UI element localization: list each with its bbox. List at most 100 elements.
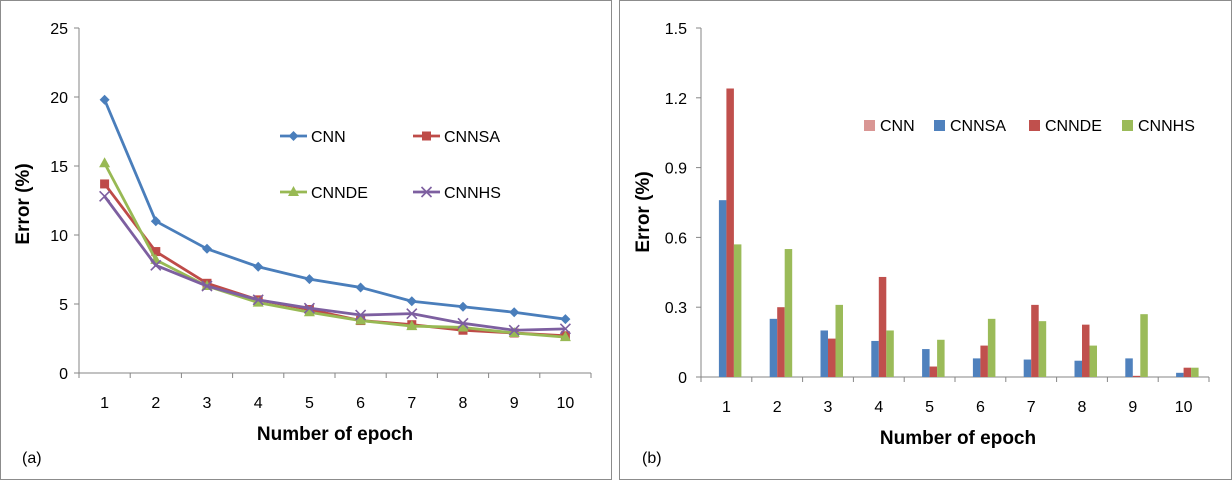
bar (1089, 345, 1097, 377)
y-tick-label: 5 (59, 297, 68, 314)
legend-label: CNNDE (1045, 118, 1102, 135)
bar (777, 307, 785, 377)
legend-marker (288, 186, 299, 196)
data-point (151, 247, 161, 257)
data-point (150, 259, 162, 271)
chart-frame (0, 0, 612, 480)
x-tick-label: 5 (305, 395, 314, 412)
legend-item: CNNHS (1122, 118, 1195, 135)
y-tick-label: 0.3 (665, 300, 687, 317)
legend-label: CNN (311, 129, 346, 146)
y-tick-label: 20 (50, 90, 68, 107)
data-point (252, 294, 264, 306)
y-tick-label: 0 (678, 370, 687, 387)
bar (980, 345, 988, 377)
bar-chart-svg: 00.30.60.91.21.5 1 2 3 4 5 6 7 8 9 10 CNN CNNSA CNN… (619, 0, 1232, 480)
legend-marker (420, 186, 433, 198)
legend-label: CNNDE (311, 185, 368, 202)
y-axis-label: Error (%) (633, 171, 654, 252)
bar (922, 349, 930, 377)
chart-a: 0 5 10 15 20 25 1 2 3 4 5 6 7 8 9 10 CNN CNNSA CNNDE CNNH… (0, 0, 612, 481)
bar (784, 249, 793, 377)
data-point (560, 314, 571, 325)
y-tick-label: 25 (50, 21, 68, 38)
data-point (559, 331, 571, 342)
series-cnn (99, 94, 571, 325)
line-chart-svg: 0 5 10 15 20 25 1 2 3 4 5 6 7 8 9 10 CNN CNNSA CNNDE CNNH… (0, 0, 612, 480)
series-cnnhs (99, 190, 571, 336)
legend-item: CNN (280, 129, 346, 146)
legend-item: CNNSA (934, 118, 1006, 135)
data-point (355, 314, 367, 325)
series-line (103, 195, 566, 332)
data-point (508, 326, 520, 337)
bar (1191, 367, 1199, 377)
legend-label: CNN (880, 118, 915, 135)
bar (1082, 324, 1090, 377)
x-tick-label: 7 (407, 395, 416, 412)
bar (878, 276, 887, 377)
data-point (508, 324, 520, 336)
y-tick-label: 0.6 (665, 230, 687, 247)
panel-label: (a) (22, 450, 42, 467)
bar (769, 318, 778, 377)
legend-label: CNNHS (444, 185, 501, 202)
series-line (103, 99, 566, 321)
data-point (303, 302, 315, 314)
bar (835, 304, 843, 377)
legend-label: CNNHS (1138, 118, 1195, 135)
chart-b: 0 0.3 0.6 0.9 1.2 1.5 1 2 3 4 5 6 7 8 9 10 CNN CNNSA CNN… (619, 0, 1232, 481)
series-cnnsa (718, 200, 1184, 377)
x-tick-label: 8 (459, 395, 468, 412)
x-tick-label: 3 (824, 399, 833, 416)
bar (733, 244, 742, 377)
legend-label: CNNSA (444, 129, 500, 146)
x-tick-label: 4 (254, 395, 263, 412)
x-tick-label: 6 (976, 399, 985, 416)
bar (1074, 360, 1082, 377)
x-tick-label: 2 (151, 395, 160, 412)
x-tick-label: 2 (773, 399, 782, 416)
x-axis-label: Number of epoch (880, 428, 1036, 449)
bar (987, 318, 996, 377)
bar (871, 340, 879, 377)
x-tick-label: 3 (203, 395, 212, 412)
bar (820, 330, 828, 377)
data-point (457, 321, 469, 332)
legend-item: CNNDE (280, 185, 368, 202)
y-tick-label: 15 (50, 159, 68, 176)
legend-swatch (1122, 120, 1133, 131)
x-tick-label: 1 (100, 395, 109, 412)
x-tick-label: 5 (925, 399, 934, 416)
series-group (99, 94, 571, 342)
data-point (406, 320, 418, 331)
legend-marker (422, 131, 431, 141)
data-point (457, 317, 469, 329)
y-axis-label: Error (%) (13, 163, 34, 244)
bar (1183, 367, 1192, 377)
data-point (252, 296, 264, 307)
data-point (303, 306, 315, 317)
legend: CNN CNNSA CNNDE CNNHS (864, 118, 1195, 135)
data-point (99, 94, 110, 105)
legend-label: CNNSA (950, 118, 1006, 135)
axes (74, 27, 592, 378)
bar (1038, 321, 1047, 377)
bar (937, 339, 945, 377)
bar (972, 358, 981, 377)
x-axis-label: Number of epoch (257, 424, 413, 445)
y-tick-label: 10 (50, 228, 68, 245)
bar (1125, 358, 1133, 377)
bar (886, 330, 894, 377)
bar (1031, 304, 1039, 377)
y-tick-labels: 0 5 10 15 20 25 (50, 21, 68, 383)
bar (929, 366, 938, 377)
y-tick-label: 1.2 (665, 91, 687, 108)
data-point (406, 308, 418, 320)
series-line (103, 162, 566, 339)
data-point (99, 190, 111, 202)
series-cnnhs (733, 244, 1199, 377)
panel-label: (b) (642, 450, 662, 467)
y-tick-label: 0.9 (665, 161, 687, 178)
x-tick-label: 9 (1128, 399, 1137, 416)
